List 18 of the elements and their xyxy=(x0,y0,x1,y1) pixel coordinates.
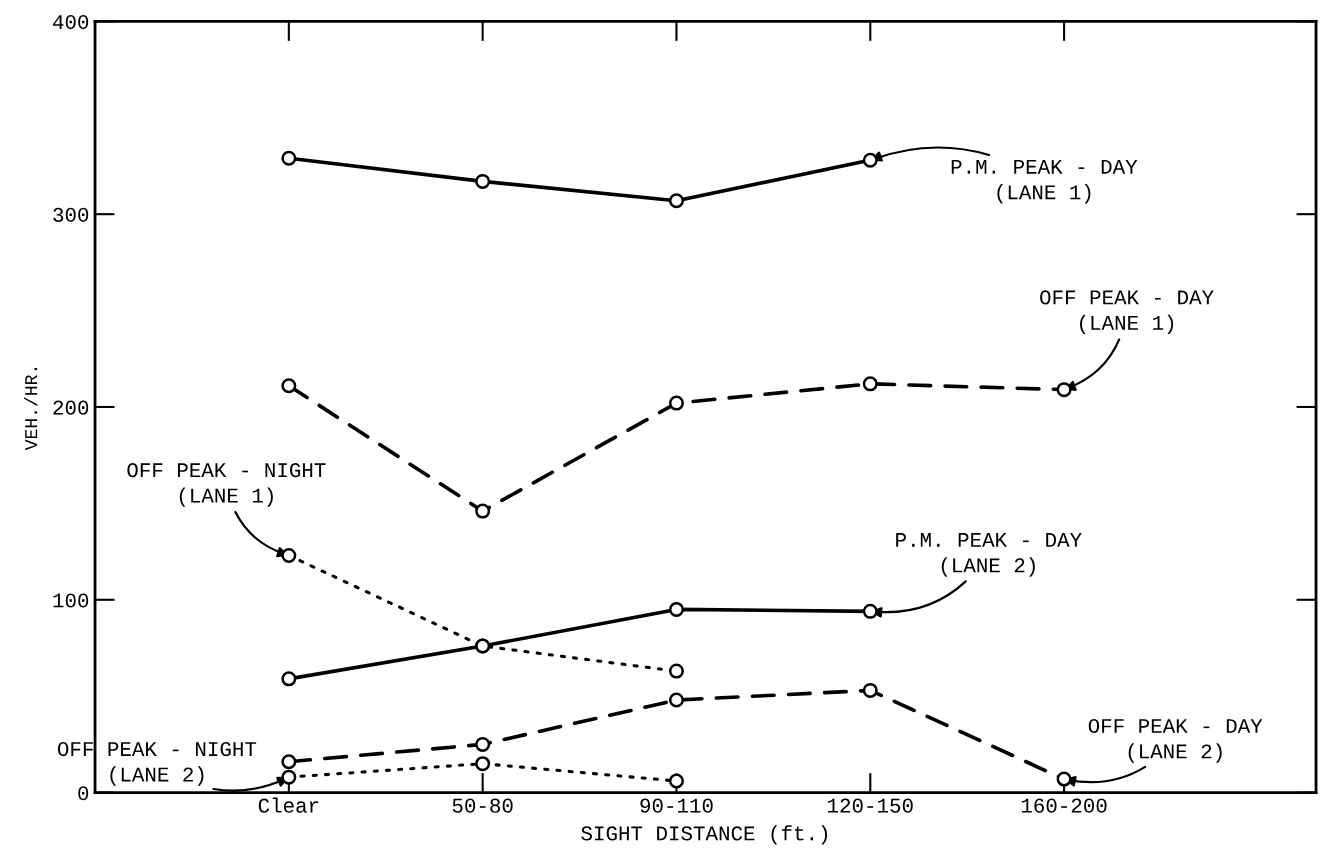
annotation: P.M. PEAK - DAY (LANE 1) xyxy=(951,159,1138,204)
y-tick-label: 100 xyxy=(53,593,89,608)
x-tick-label: Clear xyxy=(258,797,319,813)
annotation: OFF PEAK - NIGHT (LANE 1) xyxy=(127,463,326,507)
x-tick-label: 160-200 xyxy=(1021,798,1107,813)
y-tick-label: 0 xyxy=(78,786,89,801)
annotation: OFF PEAK - NIGHT (LANE 2) xyxy=(57,741,257,786)
x-axis-title: SIGHT DISTANCE (ft.) xyxy=(581,825,828,845)
x-tick-label: 50-80 xyxy=(452,798,513,813)
annotation: OFF PEAK - DAY (LANE 1) xyxy=(1040,290,1214,335)
y-tick-label: 200 xyxy=(53,400,89,415)
y-tick-label: 400 xyxy=(53,14,89,30)
annotation: OFF PEAK - DAY (LANE 2) xyxy=(1088,718,1263,763)
annotation: P.M. PEAK - DAY (LANE 2) xyxy=(896,533,1082,577)
x-tick-label: 90-110 xyxy=(640,798,713,813)
y-axis-title: VEH./HR. xyxy=(24,368,38,451)
x-tick-label: 120-150 xyxy=(828,798,913,813)
y-tick-label: 300 xyxy=(53,207,89,222)
